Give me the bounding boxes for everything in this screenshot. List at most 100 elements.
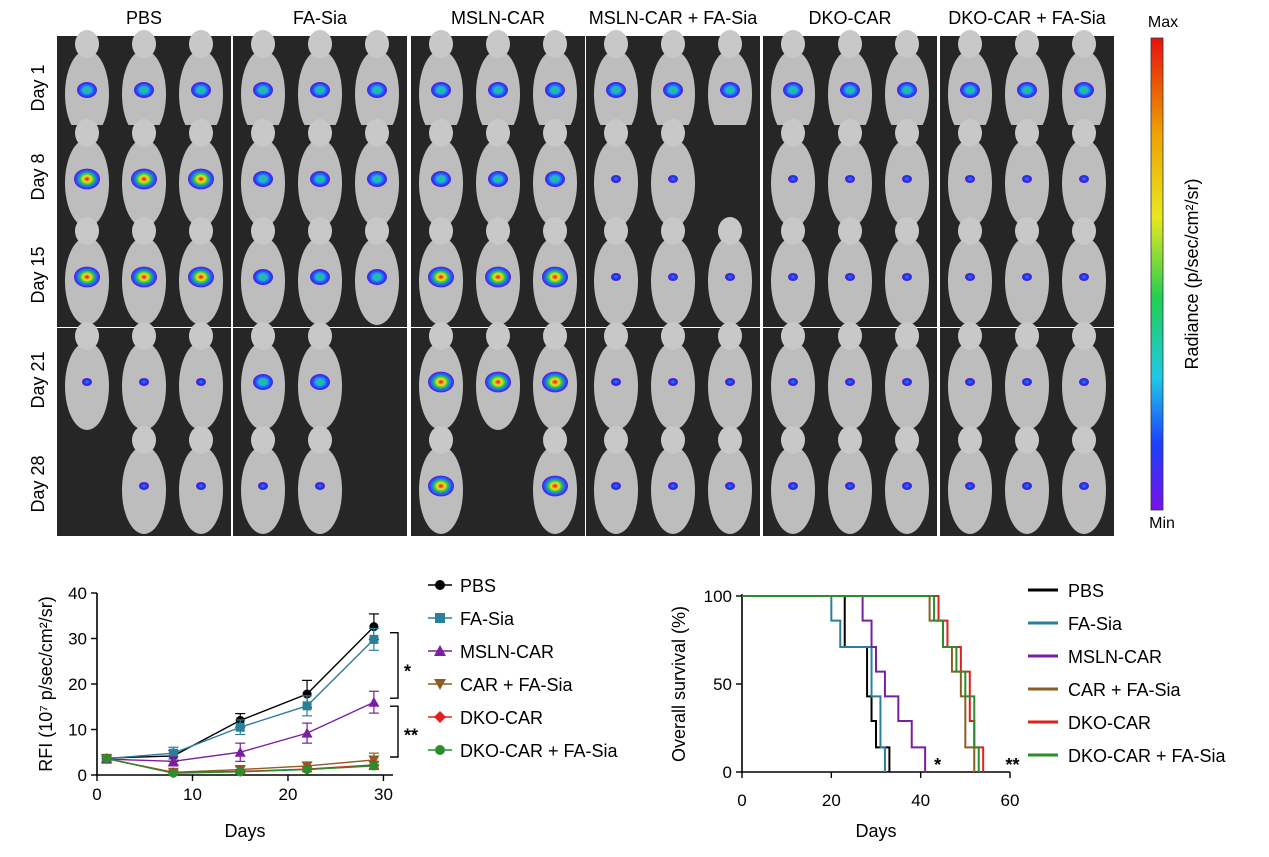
imaging-cell <box>411 217 585 327</box>
x-tick-label: 60 <box>1001 791 1020 810</box>
bioluminescence-signal <box>545 171 565 187</box>
bioluminescence-signal <box>253 374 273 390</box>
survival-curve-dko-car-fa-sia <box>742 595 980 772</box>
data-point <box>235 767 245 777</box>
mouse-head <box>75 30 99 58</box>
bioluminescence-signal <box>258 482 268 490</box>
mouse-head <box>365 30 389 58</box>
mouse-head <box>661 119 685 147</box>
x-tick-label: 0 <box>737 791 746 810</box>
x-tick-label: 30 <box>374 785 393 804</box>
y-tick-label: 10 <box>68 721 87 740</box>
mouse-head <box>1072 426 1096 454</box>
mouse-head <box>604 322 628 350</box>
bioluminescence-signal <box>840 82 860 98</box>
bioluminescence-signal <box>845 273 855 281</box>
group-label: DKO-CAR <box>808 8 891 28</box>
mouse-head <box>958 119 982 147</box>
imaging-cell <box>411 426 585 536</box>
imaging-cell <box>763 426 937 536</box>
mouse-head <box>251 217 275 245</box>
mouse-head <box>308 217 332 245</box>
imaging-cell <box>586 217 760 327</box>
mouse-head <box>429 30 453 58</box>
day-label: Day 8 <box>28 153 48 200</box>
mouse-head <box>543 217 567 245</box>
imaging-cell <box>411 119 585 229</box>
mouse-head <box>1072 322 1096 350</box>
mouse-head <box>958 426 982 454</box>
bioluminescence-signal <box>897 82 917 98</box>
mouse-head <box>132 217 156 245</box>
mouse-head <box>486 119 510 147</box>
bioluminescence-signal <box>485 371 511 393</box>
series-pbs <box>101 613 379 763</box>
mouse-head <box>189 30 213 58</box>
mouse-head <box>308 426 332 454</box>
mouse-head <box>429 426 453 454</box>
y-tick-label: 40 <box>68 584 87 603</box>
mouse-head <box>1015 322 1039 350</box>
bioluminescence-signal <box>611 378 621 386</box>
day-label: Day 28 <box>28 455 48 512</box>
bioluminescence-signal <box>131 266 157 288</box>
mouse-head <box>189 426 213 454</box>
data-point <box>369 634 379 644</box>
data-point <box>369 761 379 771</box>
day-label: Day 21 <box>28 351 48 408</box>
mouse-head <box>604 30 628 58</box>
bioluminescence-signal <box>542 475 568 497</box>
mouse-head <box>718 426 742 454</box>
bioluminescence-signal <box>783 82 803 98</box>
significance-bracket <box>390 631 399 699</box>
legend-label: FA-Sia <box>1068 614 1123 634</box>
bioluminescence-signal <box>1079 378 1089 386</box>
bioluminescence-signal <box>668 175 678 183</box>
imaging-cell <box>57 30 231 140</box>
x-axis-label: Days <box>224 821 265 841</box>
bioluminescence-signal <box>1022 378 1032 386</box>
y-tick-label: 50 <box>713 675 732 694</box>
x-tick-label: 40 <box>911 791 930 810</box>
mouse-head <box>661 30 685 58</box>
mouse-head <box>189 322 213 350</box>
bioluminescence-signal <box>315 482 325 490</box>
bioluminescence-signal <box>1074 82 1094 98</box>
x-tick-label: 20 <box>822 791 841 810</box>
imaging-cell <box>233 322 407 432</box>
colorbar: Max Min Radiance (p/sec/cm²/sr) <box>1148 14 1202 532</box>
survival-curve-pbs <box>742 595 891 772</box>
mouse-head <box>604 119 628 147</box>
imaging-cell <box>586 426 760 536</box>
bioluminescence-signal <box>845 482 855 490</box>
data-point <box>234 746 246 757</box>
y-tick-label: 20 <box>68 675 87 694</box>
imaging-cell <box>763 217 937 327</box>
legend-label: CAR + FA-Sia <box>460 675 574 695</box>
data-point <box>302 701 312 711</box>
bioluminescence-signal <box>77 82 97 98</box>
bioluminescence-signal <box>74 168 100 190</box>
mouse-head <box>718 322 742 350</box>
y-tick-label: 100 <box>704 587 732 606</box>
bioluminescence-signal <box>428 475 454 497</box>
bioluminescence-signal <box>431 82 451 98</box>
rfi-chart: 0 10 20 30 40 0 10 20 30 Days RFI (10⁷ p/sec/cm²/s… <box>36 576 619 841</box>
mouse-head <box>365 217 389 245</box>
bioluminescence-signal <box>788 273 798 281</box>
data-point <box>368 696 380 707</box>
bioluminescence-signal <box>542 371 568 393</box>
x-tick-label: 0 <box>92 785 101 804</box>
colorbar-gradient <box>1150 37 1164 511</box>
mouse-head <box>604 426 628 454</box>
bioluminescence-signal <box>134 82 154 98</box>
data-point <box>301 727 313 738</box>
mouse-head <box>1015 217 1039 245</box>
mouse-head <box>718 217 742 245</box>
significance-label: * <box>404 661 411 681</box>
bioluminescence-signal <box>310 82 330 98</box>
bioluminescence-signal <box>428 266 454 288</box>
series-line <box>106 638 375 760</box>
series-dko-car-fa-sia <box>101 754 379 778</box>
bioluminescence-signal <box>788 378 798 386</box>
